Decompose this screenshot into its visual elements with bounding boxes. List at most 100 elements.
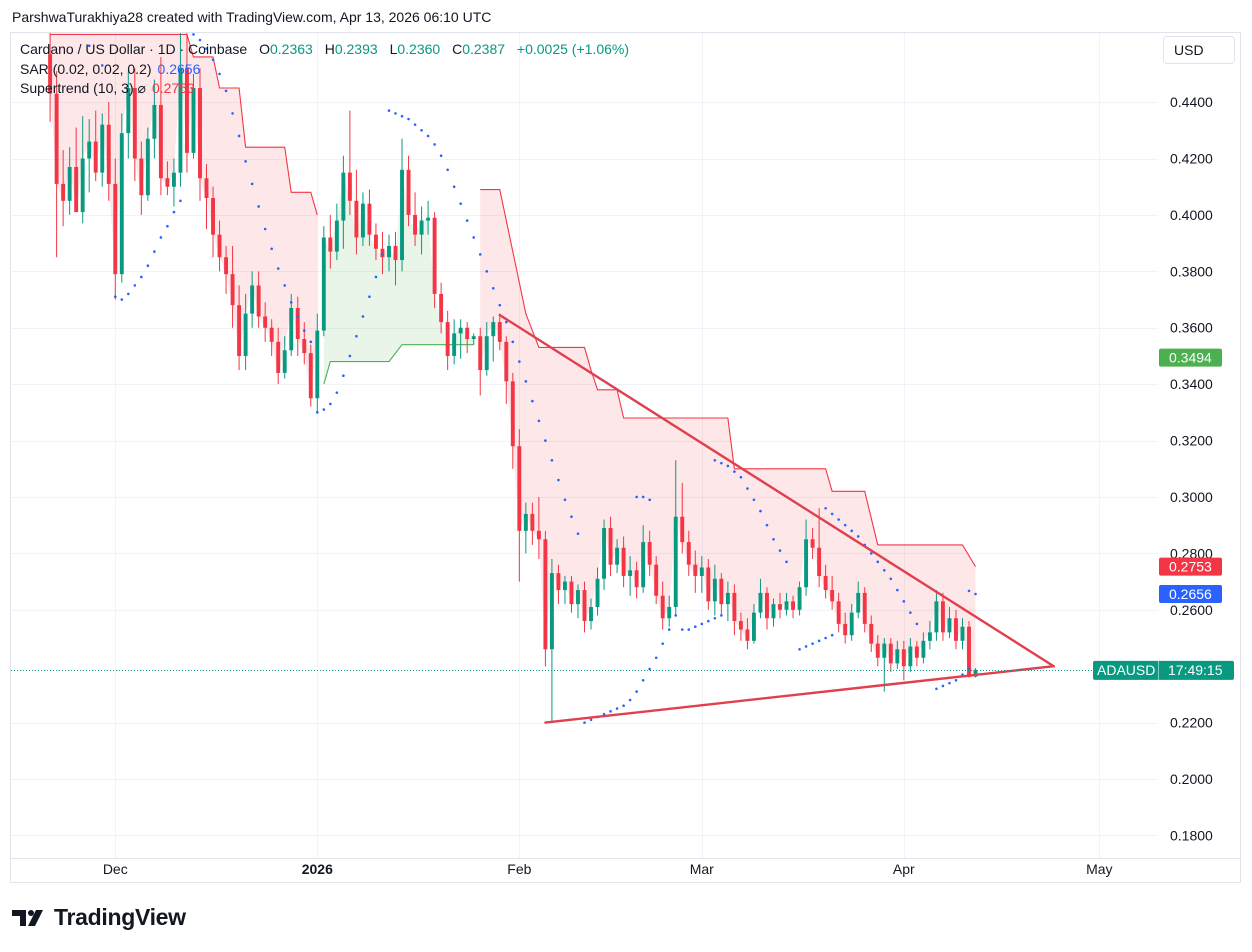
candle-body bbox=[439, 293, 444, 323]
candle-body bbox=[165, 178, 170, 187]
candle bbox=[778, 592, 782, 619]
candle bbox=[191, 73, 196, 159]
sar-dot bbox=[824, 636, 827, 640]
candle-body bbox=[119, 133, 124, 275]
candle-body bbox=[145, 138, 150, 196]
y-tick-label: 0.3200 bbox=[1170, 433, 1213, 449]
sar-dot bbox=[811, 642, 814, 645]
candle bbox=[927, 621, 932, 650]
candle bbox=[465, 322, 470, 354]
candle bbox=[523, 502, 528, 554]
candle-body bbox=[667, 606, 672, 619]
candle-body bbox=[185, 68, 189, 153]
candle bbox=[530, 502, 535, 545]
candle-body bbox=[862, 592, 867, 624]
sar-dot bbox=[869, 552, 873, 555]
last-price-countdown: 17:49:15 bbox=[1168, 662, 1223, 678]
candle-body bbox=[93, 141, 98, 173]
sar-dot bbox=[967, 589, 971, 593]
sar-dot bbox=[641, 495, 645, 499]
y-tick-label: 0.2600 bbox=[1170, 602, 1213, 618]
legend-sar-row[interactable]: SAR (0.02, 0.02, 0.2) 0.2656 bbox=[20, 60, 629, 80]
sar-dot bbox=[674, 614, 678, 617]
sar-dot bbox=[733, 470, 736, 473]
candle-body bbox=[536, 530, 541, 540]
sar-dot bbox=[680, 628, 684, 631]
candle-body bbox=[875, 643, 880, 658]
sar-dot bbox=[87, 44, 91, 47]
sar-dot bbox=[459, 202, 462, 205]
attribution-text: ParshwaTurakhiya28 created with TradingV… bbox=[12, 9, 492, 25]
candle-body bbox=[895, 649, 900, 664]
candle bbox=[791, 595, 796, 619]
candle bbox=[562, 575, 567, 605]
sar-dot bbox=[283, 284, 287, 287]
sar-dot bbox=[244, 160, 247, 163]
candle bbox=[217, 220, 222, 272]
candle-body bbox=[706, 567, 711, 602]
candle bbox=[706, 559, 711, 610]
candle bbox=[471, 333, 476, 345]
candle-body bbox=[243, 313, 248, 356]
candle-body bbox=[556, 573, 561, 591]
candle bbox=[237, 285, 242, 371]
candles bbox=[48, 33, 978, 723]
sar-dot bbox=[166, 224, 169, 228]
legend-symbol-row: Cardano / US Dollar · 1D · Coinbase O0.2… bbox=[20, 40, 629, 60]
sar-dot bbox=[974, 592, 977, 596]
candle-body bbox=[452, 333, 457, 356]
legend-symbol[interactable]: Cardano / US Dollar · 1D · Coinbase bbox=[20, 41, 248, 57]
candle bbox=[80, 116, 85, 224]
candle-body bbox=[387, 245, 391, 258]
sar-dot bbox=[550, 459, 554, 462]
candle bbox=[165, 161, 170, 196]
candle bbox=[139, 141, 144, 215]
tradingview-logo-text: TradingView bbox=[54, 904, 186, 930]
candle bbox=[810, 528, 815, 560]
y-tick-label: 0.1800 bbox=[1170, 827, 1213, 843]
y-tick-label: 0.4400 bbox=[1170, 94, 1213, 110]
candle bbox=[628, 556, 633, 596]
candle bbox=[61, 150, 66, 227]
candle-body bbox=[576, 590, 580, 605]
sar-dot bbox=[648, 498, 651, 502]
sar-dot bbox=[257, 205, 260, 208]
candle-body bbox=[927, 632, 932, 641]
candle bbox=[295, 296, 300, 356]
candle-body bbox=[341, 172, 346, 221]
candle-body bbox=[426, 217, 431, 221]
currency-button[interactable]: USD bbox=[1163, 36, 1235, 64]
candle-body bbox=[250, 285, 255, 314]
candle-body bbox=[823, 575, 828, 591]
legend-high: 0.2393 bbox=[334, 41, 378, 57]
sar-dot bbox=[648, 667, 651, 671]
candle-body bbox=[569, 581, 574, 605]
sar-dot bbox=[498, 303, 502, 307]
sar-dot bbox=[622, 704, 625, 707]
sar-dot bbox=[843, 523, 847, 527]
candle bbox=[100, 113, 105, 187]
candle-body bbox=[660, 595, 665, 619]
sar-dot bbox=[400, 114, 404, 118]
candle-body bbox=[517, 446, 522, 531]
legend-high-label: H bbox=[324, 41, 335, 57]
candle bbox=[308, 344, 313, 407]
candle bbox=[152, 79, 157, 159]
sar-dot bbox=[804, 645, 808, 648]
sar-dot bbox=[426, 134, 430, 138]
sar-dot bbox=[381, 253, 384, 256]
supertrend-up-label-bg bbox=[1159, 348, 1222, 367]
candle-body bbox=[921, 640, 926, 658]
candle-body bbox=[973, 669, 978, 677]
candle-body bbox=[647, 542, 652, 565]
candle-body bbox=[791, 601, 796, 610]
sar-dot bbox=[720, 614, 723, 617]
candle bbox=[158, 56, 163, 196]
legend-supertrend-row[interactable]: Supertrend (10, 3) ⌀ 0.2753 bbox=[20, 79, 629, 99]
sar-dot bbox=[628, 698, 632, 702]
candle-body bbox=[263, 316, 268, 328]
candle bbox=[74, 127, 79, 213]
candle bbox=[478, 327, 483, 396]
candle bbox=[211, 186, 215, 258]
